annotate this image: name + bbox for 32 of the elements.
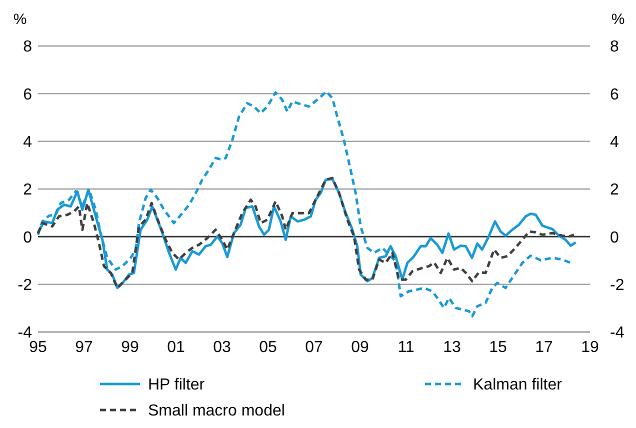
- x-tick-label: 09: [351, 339, 369, 356]
- y2-axis-title: %: [611, 11, 625, 28]
- x-tick-label: 99: [121, 339, 139, 356]
- legend-label: Small macro model: [148, 402, 285, 420]
- x-tick-label: 01: [167, 339, 185, 356]
- y-tick-label: -4: [18, 324, 32, 342]
- x-tick-label: 15: [489, 339, 507, 356]
- y-tick-label: -2: [18, 276, 32, 294]
- y-axis-title: %: [13, 11, 27, 28]
- x-tick-label: 17: [535, 339, 553, 356]
- legend-label: HP filter: [148, 376, 206, 394]
- y2-tick-label: -2: [610, 276, 624, 294]
- y2-tick-label: -4: [610, 324, 624, 342]
- x-tick-label: 13: [443, 339, 461, 356]
- legend-label: Kalman filter: [473, 376, 563, 394]
- x-tick-label: 11: [398, 339, 414, 356]
- x-tick-label: 03: [213, 339, 231, 356]
- x-tick-label: 05: [259, 339, 277, 356]
- x-tick-label: 95: [29, 339, 47, 356]
- x-tick-label: 97: [75, 339, 93, 356]
- y-tick-label: 6: [23, 86, 32, 104]
- y2-tick-label: 0: [610, 229, 619, 246]
- y2-tick-label: 6: [610, 86, 619, 104]
- y-tick-label: 0: [23, 229, 32, 246]
- y-tick-label: 8: [23, 38, 32, 56]
- y2-tick-label: 8: [610, 38, 619, 56]
- x-tick-label: 19: [581, 339, 599, 356]
- y2-tick-label: 2: [610, 182, 619, 199]
- y-tick-label: 4: [23, 134, 32, 151]
- x-tick-label: 07: [305, 339, 323, 356]
- y2-tick-label: 4: [610, 134, 619, 151]
- y-tick-label: 2: [23, 182, 32, 199]
